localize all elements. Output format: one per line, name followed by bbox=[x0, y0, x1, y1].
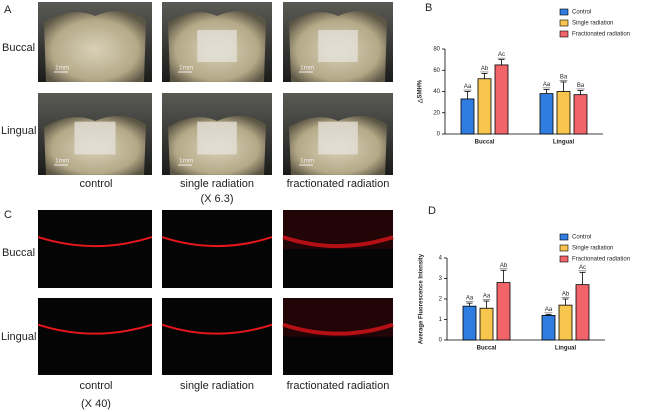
fluorescence-band bbox=[161, 236, 273, 248]
y-tick-label: 40 bbox=[433, 89, 440, 95]
column-label: control bbox=[79, 380, 112, 392]
fluorescence-band bbox=[282, 235, 394, 249]
fluorescence-image bbox=[283, 298, 393, 375]
fluorescence-image bbox=[162, 298, 272, 375]
bar bbox=[539, 93, 554, 135]
treated-window bbox=[197, 30, 237, 62]
y-tick-label: 0 bbox=[437, 132, 441, 138]
column-label: control bbox=[79, 178, 112, 190]
scale-label: 1mm bbox=[55, 65, 69, 72]
y-tick-label: 60 bbox=[433, 68, 440, 74]
x-tick-label: Buccal bbox=[475, 140, 495, 146]
photo-panel: 1mm 1mm 1mm 1mm 1mm 1mm bbox=[38, 2, 393, 175]
treated-window bbox=[74, 121, 116, 155]
y-tick-label: 0 bbox=[439, 338, 443, 344]
column-label: fractionated radiation bbox=[287, 178, 390, 190]
legend-swatch bbox=[559, 233, 569, 241]
legend-label: Single radiation bbox=[572, 246, 613, 252]
panel-label: D bbox=[428, 205, 436, 217]
significance-letter: Ac bbox=[498, 52, 505, 58]
bar bbox=[479, 307, 494, 341]
legend-swatch bbox=[559, 30, 569, 38]
bar bbox=[573, 94, 588, 135]
legend-swatch bbox=[559, 8, 569, 16]
scale-label: 1mm bbox=[300, 65, 314, 72]
legend-label: Control bbox=[572, 10, 591, 16]
significance-letter: Aa bbox=[464, 84, 472, 90]
x-tick-label: Lingual bbox=[555, 346, 577, 352]
treated-window bbox=[197, 121, 237, 155]
fluorescence-band bbox=[161, 323, 273, 335]
y-tick-label: 20 bbox=[433, 110, 440, 116]
fluorescence-haze bbox=[283, 210, 393, 249]
column-label: single radiation bbox=[180, 380, 254, 392]
y-tick-label: 2 bbox=[439, 297, 443, 303]
treated-window bbox=[318, 30, 358, 62]
x-tick-label: Buccal bbox=[477, 346, 497, 352]
bar bbox=[460, 98, 475, 135]
significance-letter: Aa bbox=[483, 294, 491, 300]
row-label: Lingual bbox=[1, 331, 36, 343]
fluorescence-image bbox=[162, 210, 272, 288]
tooth bbox=[44, 10, 146, 82]
bar bbox=[541, 314, 556, 341]
y-axis-label: △SMH% bbox=[417, 79, 424, 104]
significance-letter: Ac bbox=[579, 265, 586, 271]
significance-letter: Aa bbox=[543, 82, 551, 88]
significance-letter: Ab bbox=[481, 66, 489, 72]
panel-label: A bbox=[4, 4, 12, 16]
bar bbox=[558, 304, 573, 341]
legend-swatch bbox=[559, 255, 569, 263]
y-tick-label: 1 bbox=[439, 317, 443, 323]
y-tick-label: 3 bbox=[439, 276, 443, 282]
legend-swatch bbox=[559, 19, 569, 27]
bar bbox=[496, 282, 511, 341]
legend-label: Fractionated radiation bbox=[572, 32, 630, 38]
significance-letter: Ab bbox=[562, 292, 570, 298]
legend-label: Fractionated radiation bbox=[572, 257, 630, 263]
fluorescence-image bbox=[38, 298, 152, 375]
fluorescence-image bbox=[283, 210, 393, 288]
fluorescence-panel bbox=[37, 210, 394, 375]
panel-label: B bbox=[425, 2, 432, 14]
y-tick-label: 80 bbox=[433, 47, 440, 53]
bar bbox=[477, 78, 492, 135]
scale-label: 1mm bbox=[300, 158, 314, 165]
fluorescence-band bbox=[37, 236, 153, 248]
column-label: fractionated radiation bbox=[287, 380, 390, 392]
row-label: Lingual bbox=[1, 125, 36, 137]
scale-label: 1mm bbox=[55, 158, 69, 165]
significance-letter: Aa bbox=[545, 307, 553, 313]
scale-label: 1mm bbox=[179, 65, 193, 72]
bar bbox=[494, 64, 509, 135]
fluorescence-band bbox=[282, 322, 394, 336]
row-label: Buccal bbox=[2, 247, 35, 259]
legend-label: Single radiation bbox=[572, 21, 613, 27]
y-axis-label: Average Fluorescence Intensity bbox=[419, 253, 425, 344]
fluorescence-band bbox=[37, 323, 153, 335]
fluorescence-haze bbox=[283, 298, 393, 337]
significance-letter: Ab bbox=[500, 263, 508, 269]
magnification: (X 6.3) bbox=[200, 193, 233, 205]
magnification: (X 40) bbox=[81, 398, 111, 410]
scale-label: 1mm bbox=[179, 158, 193, 165]
bar bbox=[462, 305, 477, 341]
fluorescence-image bbox=[38, 210, 152, 288]
bar bbox=[575, 284, 590, 341]
legend-swatch bbox=[559, 244, 569, 252]
significance-letter: Ba bbox=[560, 75, 568, 81]
significance-letter: Aa bbox=[466, 296, 474, 302]
column-label: single radiation bbox=[180, 178, 254, 190]
significance-letter: Ba bbox=[577, 83, 585, 89]
legend-label: Control bbox=[572, 235, 591, 241]
bar bbox=[556, 91, 571, 135]
panel-label: C bbox=[4, 209, 12, 221]
y-tick-label: 4 bbox=[439, 256, 443, 262]
row-label: Buccal bbox=[2, 42, 35, 54]
x-tick-label: Lingual bbox=[553, 140, 575, 146]
treated-window bbox=[318, 121, 358, 155]
